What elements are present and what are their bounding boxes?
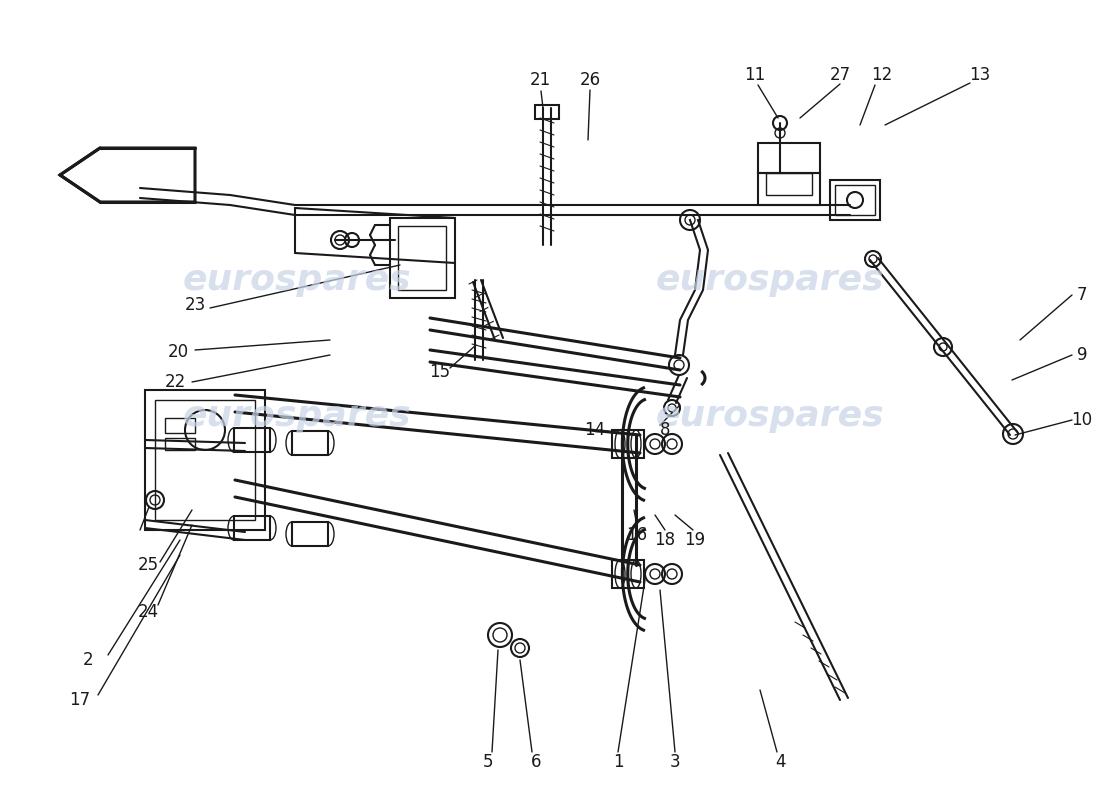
Bar	[292, 522, 328, 546]
Bar	[145, 390, 265, 530]
Text: 20: 20	[167, 343, 188, 361]
Text: 2: 2	[82, 651, 94, 669]
Text: 27: 27	[829, 66, 850, 84]
Text: 26: 26	[580, 71, 601, 89]
Bar	[766, 173, 812, 195]
Text: 22: 22	[164, 373, 186, 391]
Text: 4: 4	[774, 753, 785, 771]
Text: 18: 18	[654, 531, 675, 549]
Text: 7: 7	[1077, 286, 1087, 304]
Bar	[758, 143, 820, 173]
Text: eurospares: eurospares	[183, 263, 411, 297]
Text: eurospares: eurospares	[656, 399, 884, 433]
Bar	[758, 173, 820, 205]
Bar	[398, 226, 446, 290]
Bar	[835, 185, 874, 215]
Text: 6: 6	[530, 753, 541, 771]
Bar	[830, 180, 880, 220]
Text: 17: 17	[69, 691, 90, 709]
Text: eurospares: eurospares	[183, 399, 411, 433]
Bar	[628, 430, 643, 458]
Text: 25: 25	[138, 556, 158, 574]
Bar	[155, 400, 255, 520]
Text: 11: 11	[745, 66, 766, 84]
Bar	[234, 428, 270, 452]
Bar	[234, 516, 270, 540]
Text: 15: 15	[429, 363, 451, 381]
Bar	[390, 218, 455, 298]
Text: eurospares: eurospares	[656, 263, 884, 297]
Bar	[535, 105, 559, 119]
Text: 19: 19	[684, 531, 705, 549]
Text: 13: 13	[969, 66, 991, 84]
Bar	[612, 560, 628, 588]
Text: 23: 23	[185, 296, 206, 314]
Text: 8: 8	[660, 421, 670, 439]
Bar	[612, 430, 628, 458]
Bar	[165, 418, 195, 433]
Text: 9: 9	[1077, 346, 1087, 364]
Text: 5: 5	[483, 753, 493, 771]
Text: 12: 12	[871, 66, 892, 84]
Bar	[292, 431, 328, 455]
Text: 16: 16	[626, 526, 648, 544]
Text: 3: 3	[670, 753, 680, 771]
Bar	[165, 438, 195, 450]
Text: 24: 24	[138, 603, 158, 621]
Text: 1: 1	[613, 753, 624, 771]
Text: 14: 14	[584, 421, 606, 439]
Bar	[628, 560, 643, 588]
Text: 21: 21	[529, 71, 551, 89]
Text: 10: 10	[1071, 411, 1092, 429]
